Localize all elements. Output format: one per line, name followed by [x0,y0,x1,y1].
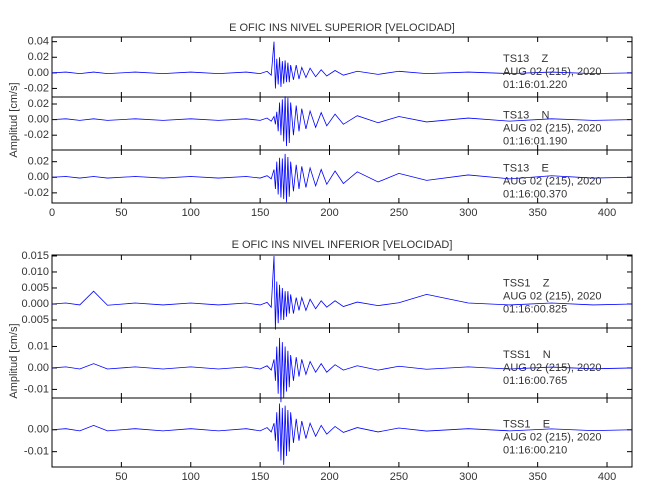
trace-label: 01:16:00.370 [503,188,567,200]
y-tick-label: 0.00 [28,67,49,79]
y-tick-label: -0.02 [24,129,49,141]
y-tick-label: 0.04 [28,36,49,48]
y-tick-label: 0.00 [28,171,49,183]
chart-title: E OFIC INS NIVEL SUPERIOR [VELOCIDAD] [229,22,455,34]
x-tick-label: 350 [528,471,546,483]
y-tick-label: -0.01 [24,383,49,395]
x-tick-label: 200 [320,207,338,219]
y-tick-label: 0.010 [21,266,49,278]
waveform [51,403,633,465]
trace-label: TSS1 Z [503,277,550,289]
trace-label: AUG 02 (215), 2020 [503,122,601,134]
chart-title: E OFIC INS NIVEL INFERIOR [VELOCIDAD] [232,239,453,251]
x-tick-label: 0 [49,207,55,219]
x-tick-label: 300 [459,207,477,219]
y-tick-label: 0.005 [21,314,49,326]
x-tick-label: 250 [390,207,408,219]
y-tick-label: 0.00 [28,362,49,374]
trace-label: AUG 02 (215), 2020 [503,290,601,302]
trace-label: TSS1 E [503,418,550,430]
y-tick-label: 0.02 [28,98,49,110]
trace-label: AUG 02 (215), 2020 [503,175,601,187]
trace-label: 01:16:01.190 [503,135,567,147]
waveform [51,153,633,203]
x-tick-label: 400 [598,207,616,219]
x-tick-label: 300 [459,471,477,483]
x-tick-label: 50 [115,207,127,219]
trace-label: AUG 02 (215), 2020 [503,66,601,78]
y-axis-label: Amplitud [cm/s] [8,323,20,398]
trace-label: AUG 02 (215), 2020 [503,431,601,443]
x-tick-label: 50 [115,471,127,483]
trace-label: 01:16:00.825 [503,303,567,315]
x-tick-label: 400 [598,471,616,483]
x-tick-label: 250 [390,471,408,483]
y-axis-label: Amplitud [cm/s] [8,82,20,157]
trace-label: AUG 02 (215), 2020 [503,362,601,374]
y-tick-label: -0.02 [24,187,49,199]
trace-label: 01:16:01.220 [503,79,567,91]
waveform [51,337,633,403]
y-tick-label: 0.00 [28,424,49,436]
y-tick-label: 0.000 [21,298,49,310]
y-tick-label: 0.005 [21,282,49,294]
x-tick-label: 150 [251,471,269,483]
trace-label: TS13 N [503,109,550,121]
y-tick-label: 0.01 [28,340,49,352]
waveform [51,255,633,330]
y-tick-label: 0.02 [28,51,49,63]
trace-label: TSS1 N [503,349,551,361]
y-tick-label: 0.02 [28,156,49,168]
x-tick-label: 350 [528,207,546,219]
waveform [51,41,633,89]
x-tick-label: 100 [182,471,200,483]
y-tick-label: -0.01 [24,446,49,458]
waveform [51,96,633,147]
x-tick-label: 200 [320,471,338,483]
x-tick-label: 100 [182,207,200,219]
y-tick-label: 0.00 [28,114,49,126]
trace-label: 01:16:00.765 [503,375,567,387]
panel-frame [51,149,633,204]
trace-label: TS13 Z [503,53,549,65]
panel-frame [51,397,633,468]
y-tick-label: -0.02 [24,82,49,94]
trace-label: 01:16:00.210 [503,444,567,456]
trace-label: TS13 E [503,162,549,174]
x-tick-label: 150 [251,207,269,219]
y-tick-label: 0.015 [21,250,49,262]
